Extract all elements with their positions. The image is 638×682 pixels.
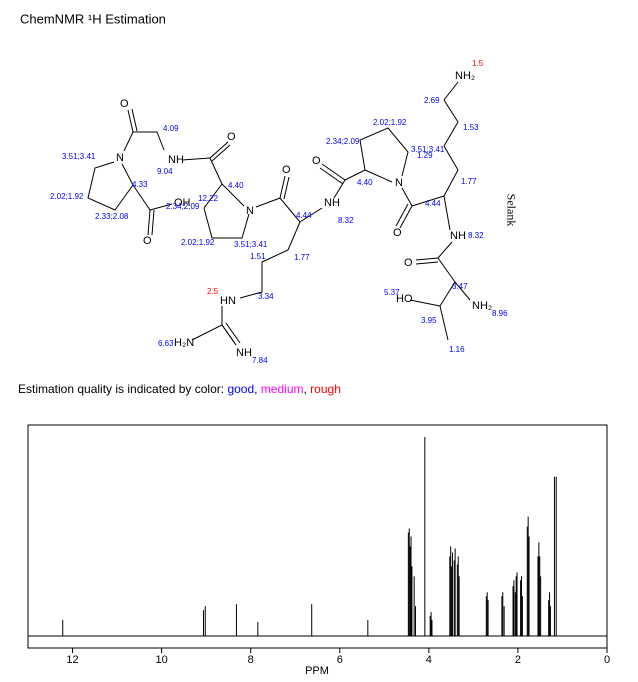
shift-label: 5.37	[384, 288, 400, 297]
atom: O	[143, 235, 152, 247]
shift-label: 3.51;3.41	[411, 145, 445, 154]
shift-label: 2.33;2.08	[95, 212, 129, 221]
plot-frame	[27, 424, 608, 649]
atom: O	[120, 98, 129, 110]
shift-label: 9.04	[157, 167, 173, 176]
shift-label: 2.02;1.92	[50, 192, 84, 201]
legend-text: ,	[254, 382, 261, 396]
shift-label: 2.02;1.92	[373, 118, 407, 127]
x-tick-label: 12	[66, 654, 78, 666]
atom: O	[312, 155, 321, 167]
atom: OH	[174, 197, 191, 209]
atom: NH	[450, 230, 466, 242]
atom: NH₂	[455, 70, 475, 82]
atom: N	[246, 205, 254, 217]
atom: NH	[168, 154, 184, 166]
shift-label: 3.51;3.41	[234, 240, 268, 249]
atom: O	[227, 131, 236, 143]
x-tick-label: 6	[337, 654, 343, 666]
shift-label: 4.40	[357, 178, 373, 187]
shift-label: 8.32	[338, 216, 354, 225]
bonds	[87, 81, 471, 346]
shift-label: 2.5	[207, 287, 219, 296]
shift-label: 8.32	[468, 231, 484, 240]
shift-label: 12.22	[198, 194, 219, 203]
molecule-name: Selank	[504, 194, 518, 227]
shift-label: 2.34;2.09	[166, 202, 200, 211]
shift-label: 1.5	[472, 59, 484, 68]
shift-label: 4.44	[425, 199, 441, 208]
double-bonds	[127, 108, 439, 346]
atom: HO	[396, 293, 413, 305]
shift-label: 6.63	[158, 339, 174, 348]
atom: O	[282, 164, 291, 176]
shift-label: 1.53	[463, 123, 479, 132]
x-tick-label: 2	[515, 654, 521, 666]
atom: HN	[220, 295, 236, 307]
x-tick-label: 0	[604, 654, 610, 666]
shift-label: 1.77	[461, 177, 477, 186]
atom: O	[393, 227, 402, 239]
atom: O	[404, 257, 413, 269]
atom: N	[395, 177, 403, 189]
shift-label: 2.02;1.92	[181, 238, 215, 247]
x-tick-label: 4	[426, 654, 432, 666]
shift-label: 4.44	[296, 211, 312, 220]
legend-text: medium	[260, 382, 304, 396]
shift-label: 1.29	[417, 151, 433, 160]
shift-label: 3.51;3.41	[62, 152, 96, 161]
shift-label: 1.77	[294, 253, 310, 262]
atom: NH₂	[472, 300, 492, 312]
legend-text: ,	[303, 382, 311, 396]
shift-label: 1.51	[250, 252, 266, 261]
shift-labels: 1.5 2.69 1.53 2.02;1.92 2.34;2.09 3.51;3…	[50, 59, 508, 365]
shift-label: 3.47	[452, 282, 468, 291]
x-tick-label: 10	[155, 654, 167, 666]
x-axis-label: PPM	[305, 665, 329, 677]
shift-label: 3.95	[421, 316, 437, 325]
shift-label: 4.09	[163, 124, 179, 133]
atom: N	[116, 152, 124, 164]
shift-label: 1.16	[449, 345, 465, 354]
legend-text: rough	[310, 382, 341, 396]
atom: NH	[324, 197, 340, 209]
shift-label: 3.34	[258, 292, 274, 301]
title: ChemNMR ¹H Estimation	[20, 11, 166, 26]
shift-label: 4.40	[228, 181, 244, 190]
shift-label: 4.33	[132, 180, 148, 189]
legend-text: Estimation quality is indicated by color…	[18, 382, 228, 396]
atom: NH	[236, 347, 252, 359]
shift-label: 2.69	[424, 96, 440, 105]
legend: Estimation quality is indicated by color…	[18, 382, 341, 396]
x-tick-label: 8	[248, 654, 254, 666]
legend-text: good	[227, 382, 255, 396]
shift-label: 2.34;2.09	[326, 137, 360, 146]
shift-label: 7.84	[252, 356, 268, 365]
atom: H₂N	[174, 337, 194, 349]
shift-label: 8.96	[492, 309, 508, 318]
